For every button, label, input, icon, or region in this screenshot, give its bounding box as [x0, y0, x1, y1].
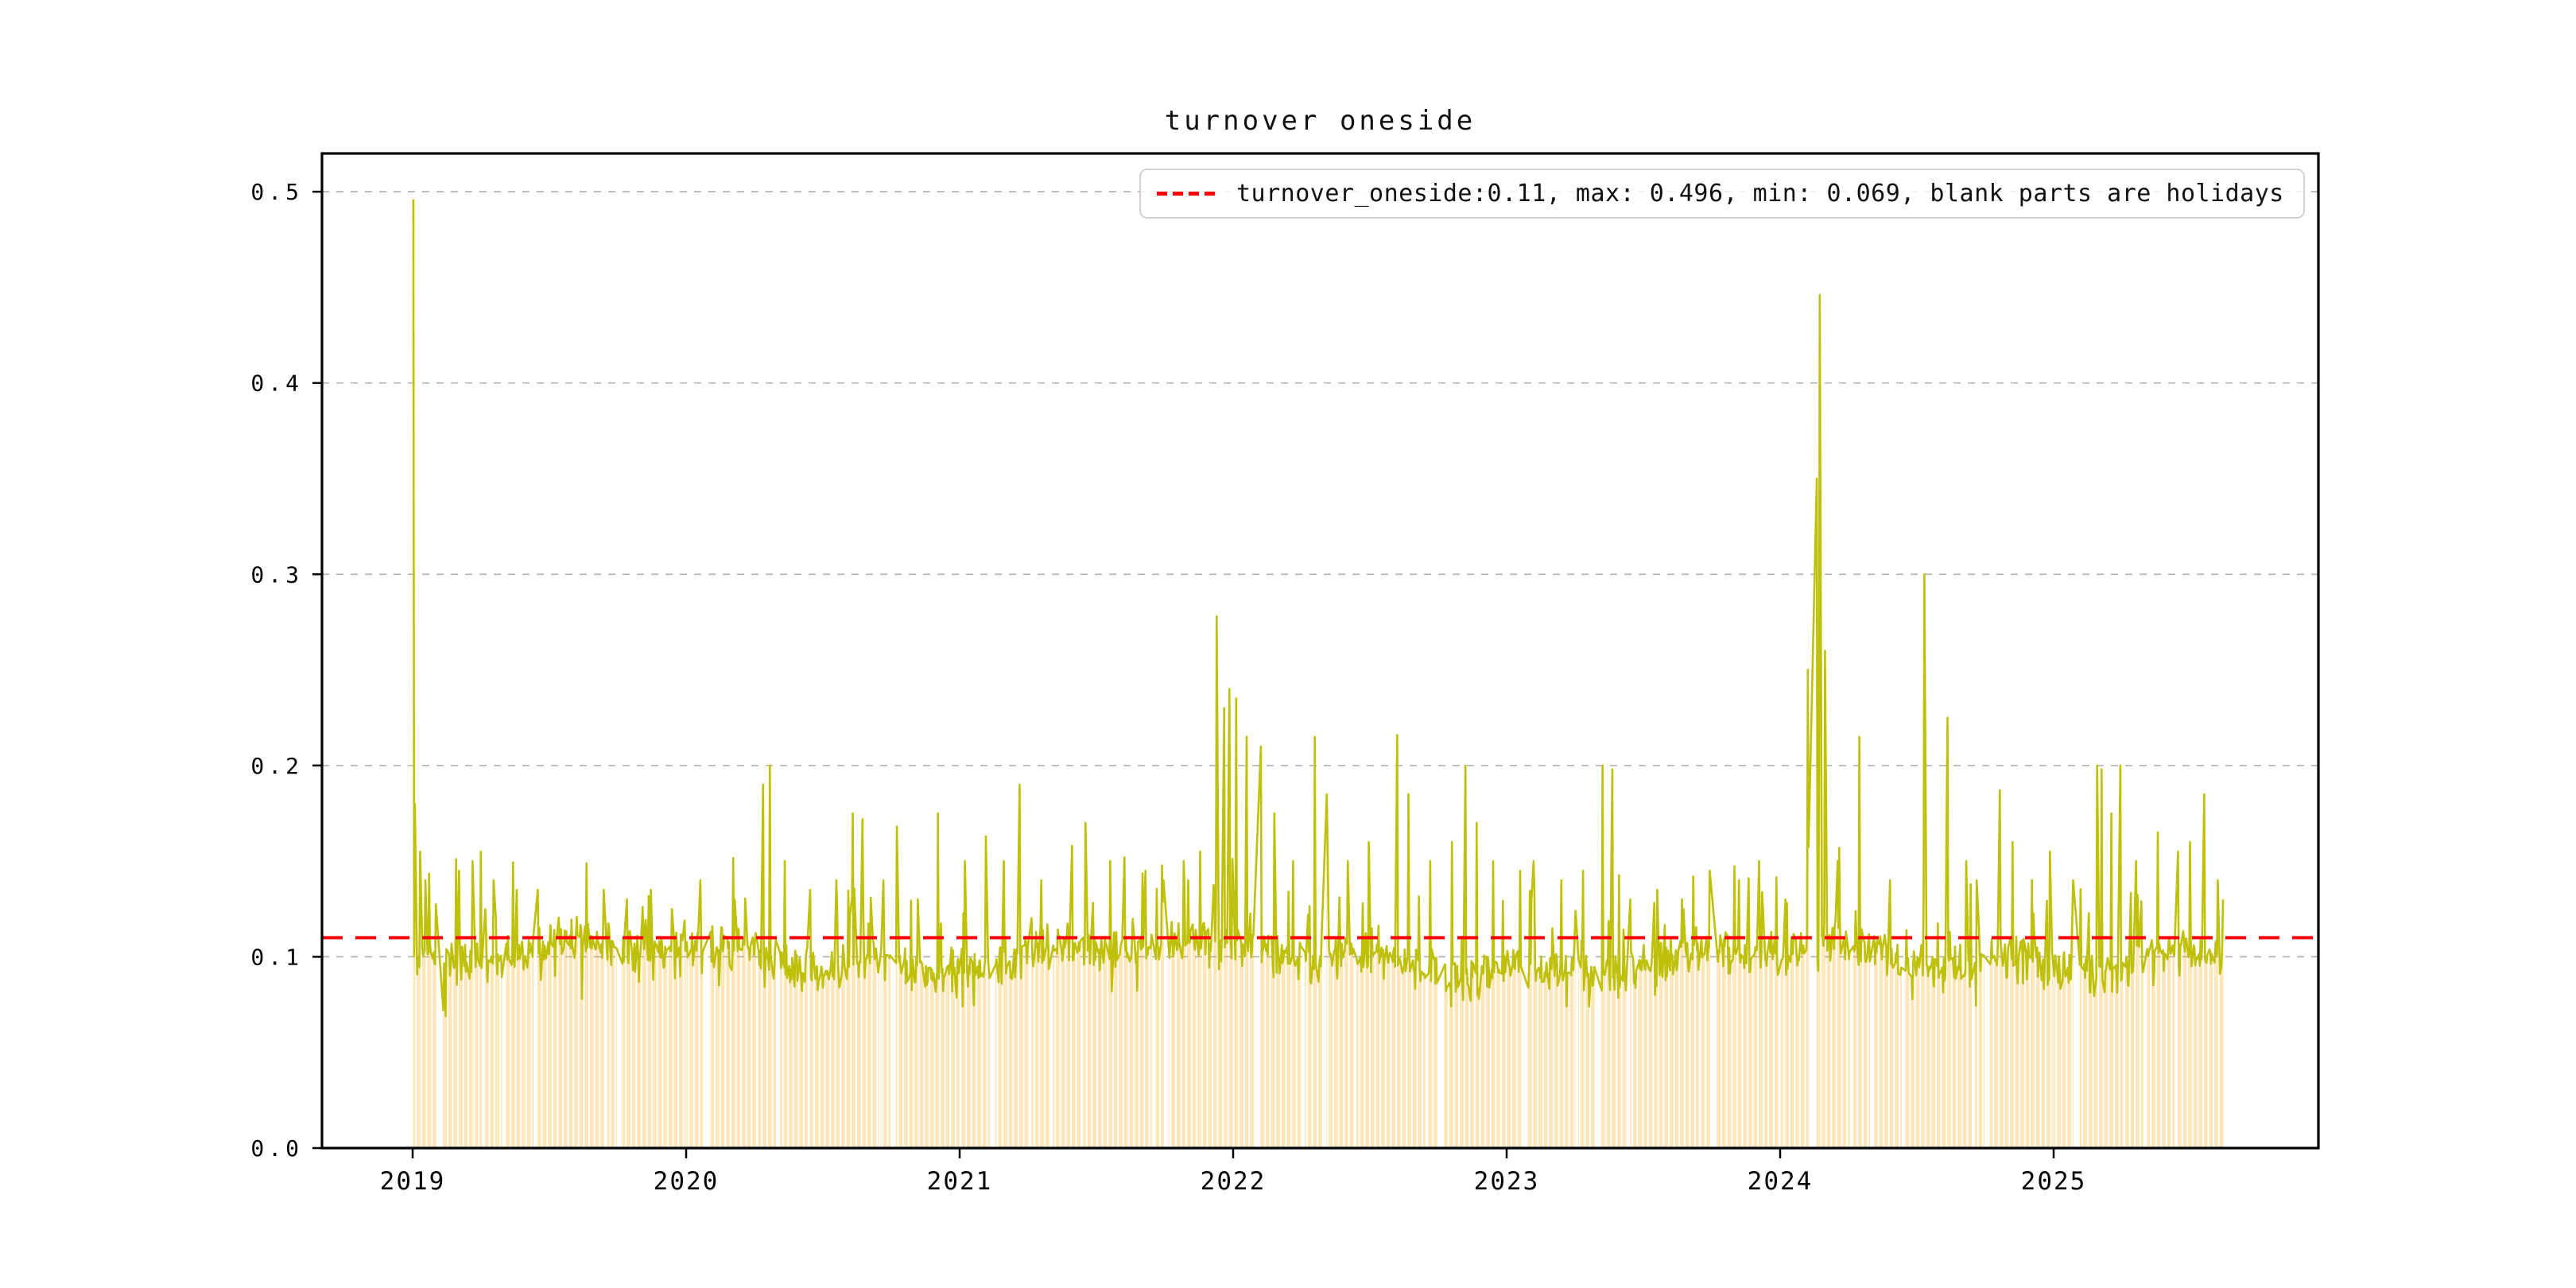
- x-tick-label: 2020: [654, 1167, 720, 1196]
- x-tick-label: 2025: [2021, 1167, 2087, 1196]
- turnover-bars: [413, 199, 2224, 1148]
- y-tick-label: 0.1: [250, 944, 303, 970]
- x-tick-label: 2024: [1748, 1167, 1814, 1196]
- y-tick-label: 0.0: [250, 1135, 303, 1162]
- plot-border: [320, 152, 2320, 1150]
- x-tick-label: 2021: [927, 1167, 993, 1196]
- legend-label: turnover_oneside:0.11, max: 0.496, min: …: [1236, 180, 2284, 208]
- y-tick-label: 0.5: [250, 179, 303, 205]
- y-tick-label: 0.3: [250, 561, 303, 588]
- x-tick-label: 2022: [1201, 1167, 1267, 1196]
- legend-dash-marker: [1157, 192, 1219, 196]
- y-tick-label: 0.4: [250, 370, 303, 397]
- y-tick-label: 0.2: [250, 753, 303, 779]
- legend: turnover_oneside:0.11, max: 0.496, min: …: [1139, 169, 2305, 219]
- chart-title: turnover oneside: [1164, 105, 1476, 137]
- x-tick-label: 2019: [380, 1167, 446, 1196]
- x-tick-label: 2023: [1474, 1167, 1540, 1196]
- turnover-line: [412, 199, 2225, 1018]
